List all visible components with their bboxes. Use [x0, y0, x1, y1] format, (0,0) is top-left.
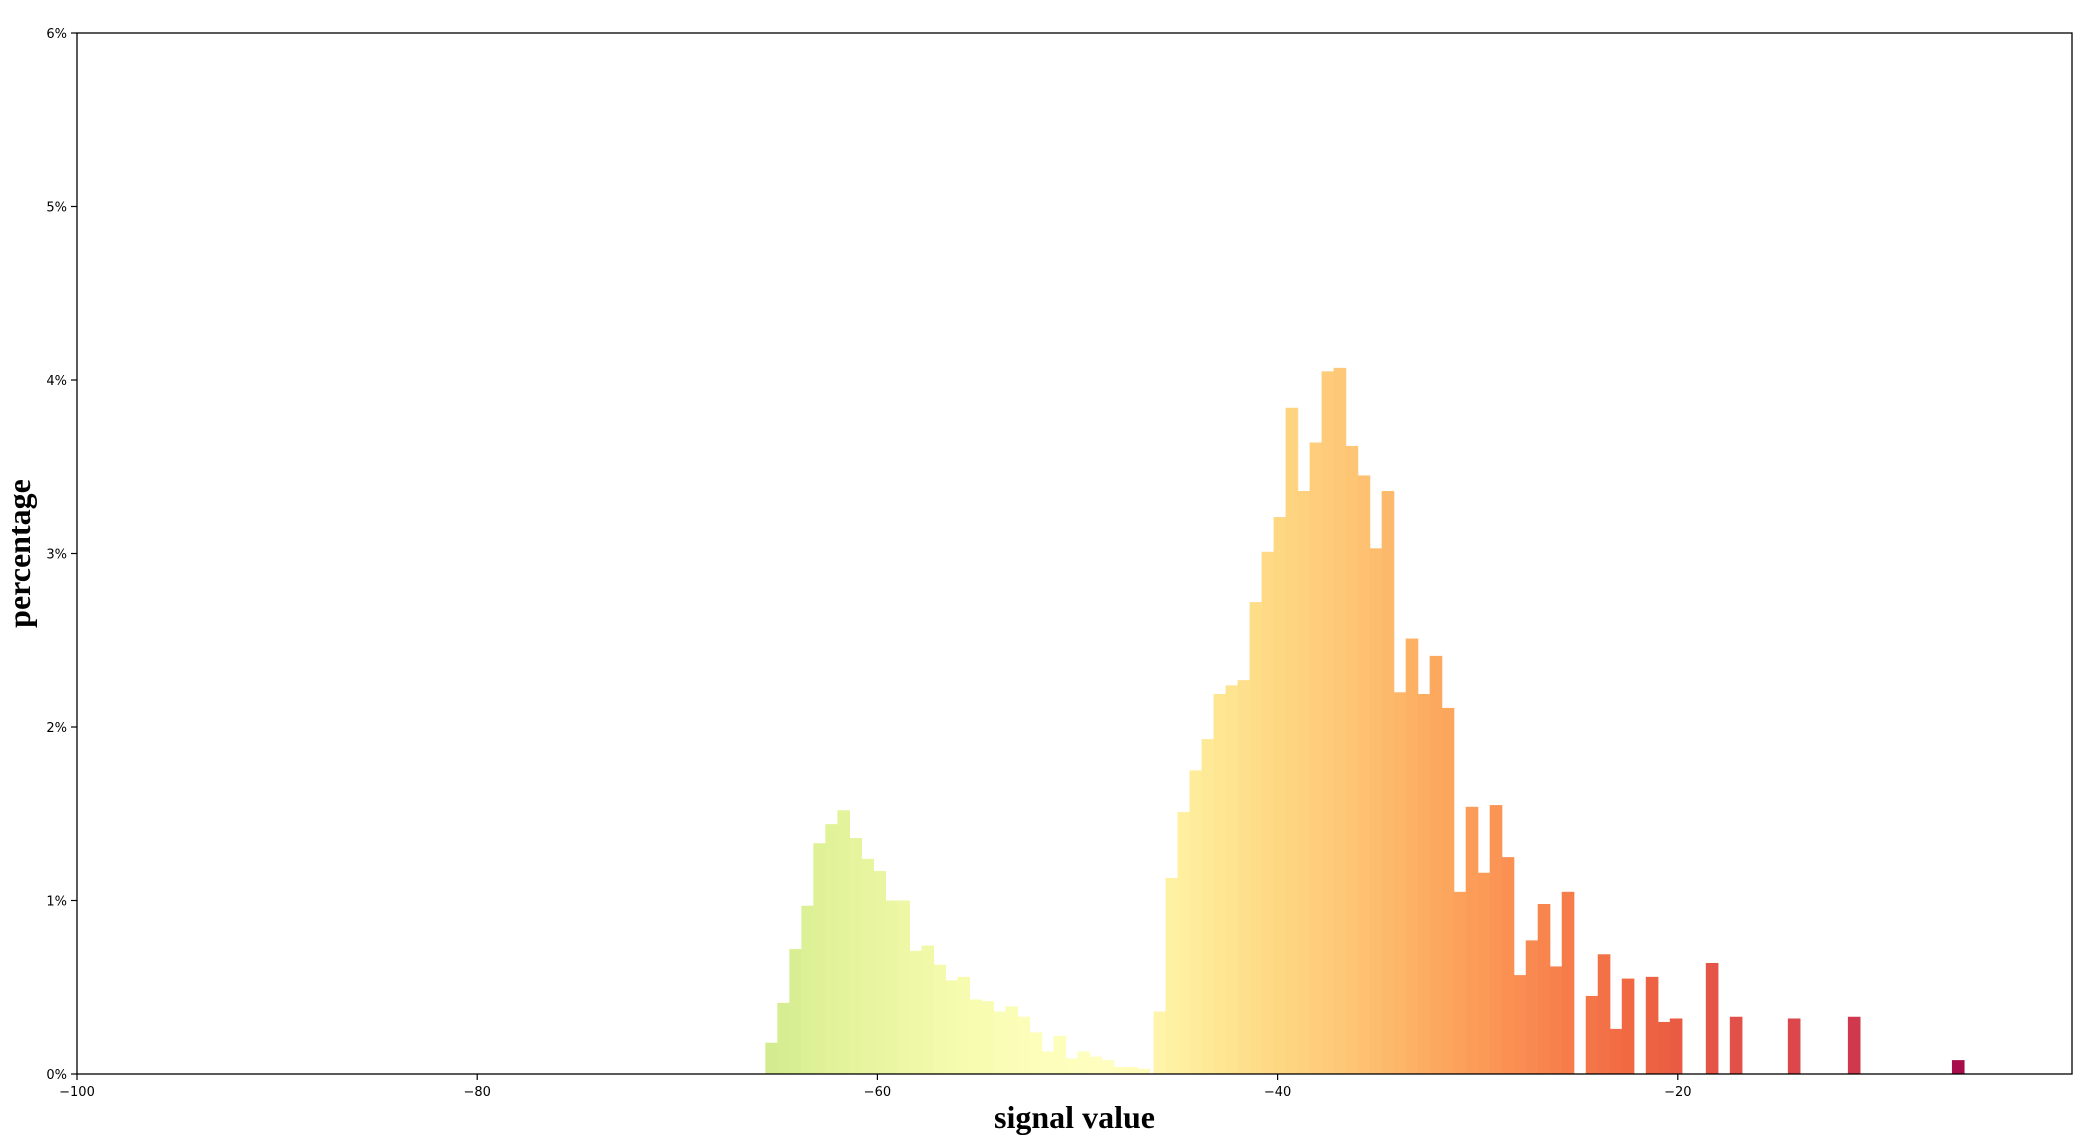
histogram-bar — [1029, 1032, 1043, 1074]
histogram-bar — [1017, 1016, 1031, 1074]
y-axis-title: percentage — [1, 479, 37, 628]
y-tick-label: 2% — [46, 721, 67, 736]
histogram-bar — [1525, 940, 1539, 1074]
histogram-bar — [1125, 1067, 1139, 1074]
histogram-bar — [1089, 1056, 1103, 1074]
histogram-bar — [1465, 806, 1479, 1074]
histogram-bar — [1113, 1067, 1127, 1074]
histogram-bar — [921, 945, 935, 1074]
y-tick-label: 1% — [46, 895, 67, 910]
histogram-bar — [1137, 1068, 1151, 1074]
histogram-bar — [1237, 680, 1251, 1074]
histogram-bar — [1477, 872, 1491, 1074]
histogram-bar — [981, 1001, 995, 1074]
histogram-bar — [1065, 1058, 1079, 1074]
histogram-bar — [1645, 976, 1659, 1074]
x-tick-label: −80 — [463, 1085, 490, 1100]
histogram-bar — [1429, 655, 1443, 1074]
histogram-bar — [1333, 367, 1347, 1074]
histogram-bar — [1041, 1051, 1055, 1074]
histogram-bar — [1513, 975, 1527, 1074]
histogram-bar — [1213, 694, 1227, 1074]
plot-frame — [76, 32, 2073, 1075]
x-tick-label: −40 — [1264, 1085, 1291, 1100]
histogram-bar — [801, 905, 814, 1074]
histogram-bar — [1261, 551, 1275, 1074]
x-tick-label: −60 — [864, 1085, 891, 1100]
histogram-bar — [765, 1042, 778, 1074]
histogram-bar — [1189, 770, 1203, 1075]
histogram-bar — [1297, 491, 1311, 1074]
histogram-bar — [1847, 1016, 1861, 1074]
y-tick-label: 0% — [46, 1068, 67, 1083]
histogram-bar — [777, 1002, 790, 1074]
histogram-bar — [1787, 1018, 1801, 1074]
histogram-bar — [873, 871, 887, 1074]
x-axis-ticks: −100 −80 −60 −40 −20 — [59, 1074, 1692, 1100]
histogram-bar — [1489, 805, 1503, 1074]
histogram-bar — [1381, 491, 1395, 1074]
histogram-bar — [1005, 1006, 1019, 1074]
histogram-bar — [1053, 1035, 1067, 1074]
histogram-bar — [1453, 891, 1467, 1074]
histogram-bar — [969, 999, 983, 1074]
histogram-bar — [1705, 962, 1719, 1074]
histogram-bar — [1165, 877, 1179, 1074]
histogram-bar — [1585, 995, 1599, 1074]
x-tick-label: −20 — [1664, 1085, 1691, 1100]
histogram-bar — [957, 976, 971, 1074]
histogram-bar — [849, 838, 862, 1074]
histogram-bar — [1077, 1051, 1091, 1074]
histogram-bar — [1549, 966, 1563, 1074]
histogram-bars — [765, 367, 1965, 1075]
histogram-bar — [1441, 707, 1455, 1074]
histogram-bar — [1609, 1028, 1623, 1074]
histogram-bar — [1201, 739, 1215, 1074]
histogram-bar — [1561, 891, 1575, 1074]
histogram-bar — [1729, 1016, 1743, 1074]
histogram-bar — [1345, 445, 1359, 1074]
histogram-bar — [1657, 1021, 1671, 1074]
histogram-bar — [825, 824, 838, 1074]
histogram-bar — [1153, 1011, 1167, 1074]
histogram-bar — [1309, 442, 1323, 1075]
histogram-bar — [1273, 517, 1287, 1074]
histogram-bar — [789, 949, 802, 1074]
x-axis-title: signal value — [994, 1099, 1155, 1135]
x-tick-label: −100 — [59, 1085, 95, 1100]
histogram-bar — [1537, 903, 1551, 1074]
histogram-bar — [1101, 1060, 1115, 1074]
histogram-bar — [945, 980, 959, 1074]
histogram-bar — [1393, 692, 1407, 1074]
histogram-bar — [1669, 1018, 1683, 1074]
histogram-bar — [909, 950, 923, 1074]
histogram-bar — [1621, 978, 1635, 1074]
histogram-bar — [1597, 954, 1611, 1074]
y-tick-label: 5% — [46, 201, 67, 216]
histogram-bar — [1249, 602, 1263, 1074]
histogram-bar — [933, 964, 947, 1074]
y-tick-label: 4% — [46, 374, 67, 389]
histogram-bar — [993, 1011, 1007, 1074]
histogram-bar — [1369, 548, 1383, 1074]
histogram-bar — [897, 900, 911, 1074]
histogram-bar — [1225, 685, 1239, 1074]
histogram-bar — [1285, 407, 1299, 1074]
y-axis-ticks: 0% 1% 2% 3% 4% 5% 6% — [46, 27, 77, 1083]
histogram-bar — [1951, 1060, 1965, 1074]
histogram-bar — [885, 900, 899, 1074]
histogram-bar — [1417, 694, 1431, 1074]
histogram-bar — [1405, 638, 1419, 1074]
histogram-bar — [837, 810, 850, 1074]
histogram-bar — [1177, 812, 1191, 1074]
histogram-bar — [861, 858, 874, 1074]
y-tick-label: 3% — [46, 548, 67, 563]
histogram-bar — [1321, 371, 1335, 1075]
histogram-bar — [813, 843, 826, 1074]
histogram-bar — [1501, 857, 1515, 1075]
y-tick-label: 6% — [46, 27, 67, 42]
histogram-bar — [1357, 475, 1371, 1074]
